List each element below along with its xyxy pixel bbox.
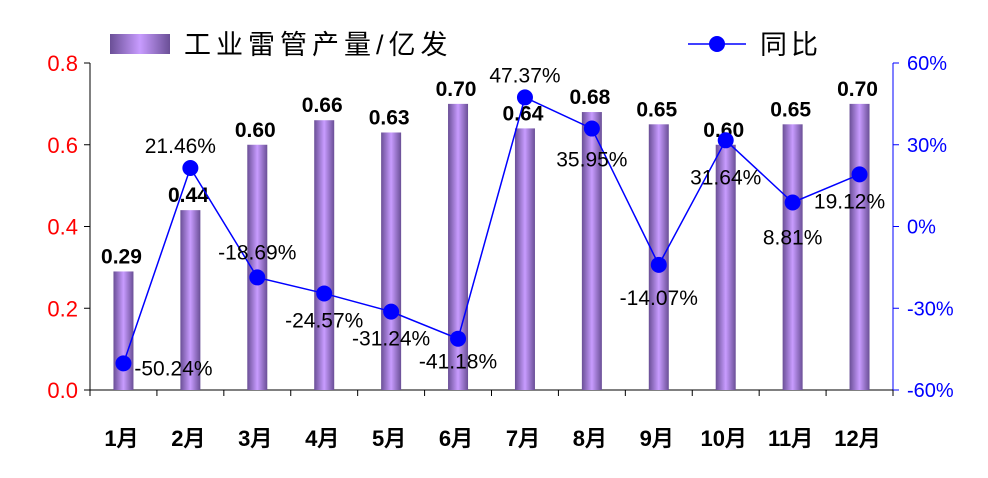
yoy-marker [784,194,801,211]
right-tick-label: 60% [907,53,947,75]
yoy-line [122,96,860,364]
yoy-marker [650,256,667,273]
yoy-value-label: -24.57% [285,309,363,332]
bar [849,103,870,390]
x-tick-label: 8月 [573,426,607,451]
x-tick-label: 6月 [439,426,473,451]
yoy-value-label: 19.12% [814,190,885,213]
x-tick-label: 9月 [640,426,674,451]
bar [448,103,469,390]
right-tick-label: 0% [907,217,936,239]
bar-value-label: 0.66 [302,94,343,117]
legend-bar-swatch [110,34,170,54]
left-tick-label: 0.4 [47,215,78,240]
x-tick-label: 12月 [834,426,880,451]
bar-value-label: 0.64 [503,102,544,125]
left-tick-label: 0.6 [47,133,78,158]
bar-value-label: 0.70 [436,78,477,101]
bar [314,120,335,390]
left-tick-label: 0.2 [47,296,78,321]
bar [180,210,201,390]
yoy-marker [717,132,734,149]
bar-value-label: 0.65 [770,98,811,121]
bar-value-label: 0.63 [369,106,410,129]
x-tick-label: 11月 [768,426,813,451]
bar [715,144,736,390]
x-tick-label: 1月 [104,426,138,451]
yoy-value-label: -50.24% [134,357,212,380]
bar [514,128,535,390]
yoy-value-label: -41.18% [419,351,497,374]
left-tick-label: 0.0 [47,378,78,403]
yoy-marker [115,355,132,372]
x-tick-label: 7月 [506,426,540,451]
x-tick-label: 4月 [305,426,339,451]
bar-value-label: 0.60 [703,119,744,142]
legend-line-label: 同比 [760,30,822,60]
bar-value-label: 0.60 [235,119,276,142]
yoy-marker [182,160,199,177]
yoy-marker [583,120,600,137]
right-tick-label: -30% [907,298,954,320]
left-tick-label: 0.8 [47,51,78,76]
bar-value-label: 0.65 [636,98,677,121]
yoy-value-label: -18.69% [218,241,296,264]
bar [113,271,134,390]
yoy-marker [316,285,333,302]
yoy-marker [851,166,868,183]
x-tick-label: 5月 [372,426,406,451]
yoy-value-label: 35.95% [556,149,627,172]
x-tick-label: 2月 [171,426,205,451]
yoy-value-label: -31.24% [352,328,430,351]
right-tick-label: 30% [907,135,947,157]
yoy-value-label: 21.46% [145,135,216,158]
legend-line-marker [709,36,725,52]
bar [581,112,602,391]
bar [247,144,268,390]
bar [782,124,803,390]
yoy-value-label: 8.81% [763,226,823,249]
bar-value-label: 0.68 [569,86,610,109]
right-tick-label: -60% [907,380,954,402]
yoy-marker [450,330,467,347]
bar-value-label: 0.29 [101,245,142,268]
x-tick-label: 3月 [238,426,272,451]
yoy-value-label: -14.07% [620,287,698,310]
legend-bar-label: 工业雷管产量/亿发 [184,30,453,60]
yoy-value-label: 31.64% [690,166,761,189]
yoy-value-label: 47.37% [489,64,560,87]
bar [381,132,402,391]
yoy-marker [249,269,266,286]
yoy-marker [516,89,533,106]
x-tick-label: 10月 [700,426,746,451]
yoy-marker [383,303,400,320]
bar-value-label: 0.70 [837,78,878,101]
legend: 工业雷管产量/亿发 同比 [110,30,822,60]
